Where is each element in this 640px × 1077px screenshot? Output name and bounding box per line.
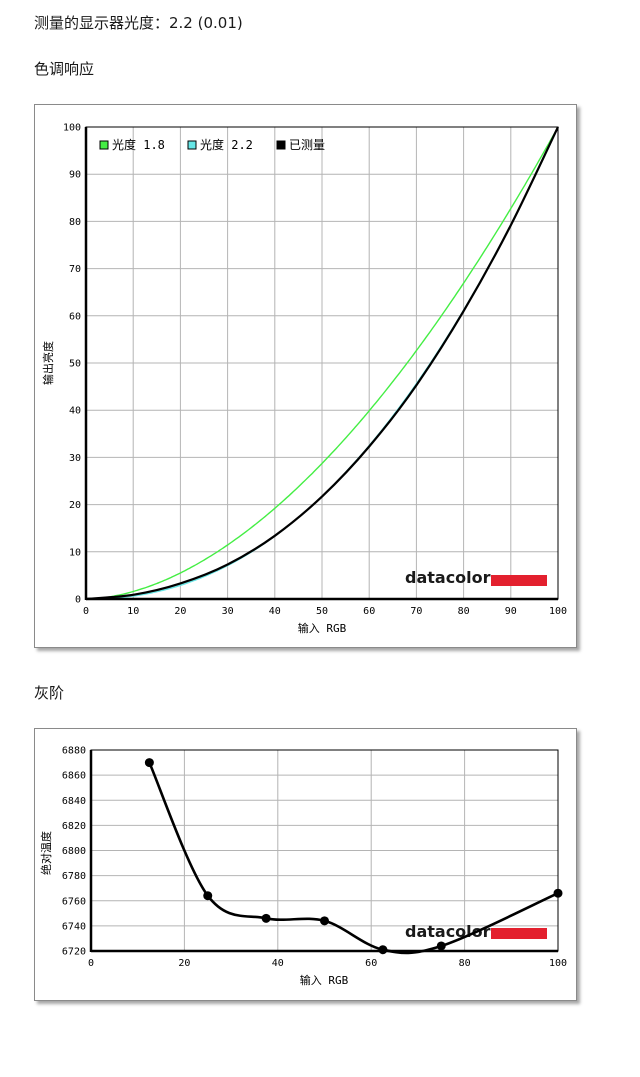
x-axis-label: 输入 RGB xyxy=(300,973,349,987)
y-tick-label: 6880 xyxy=(62,746,86,757)
data-point xyxy=(261,913,271,923)
x-tick-label: 80 xyxy=(459,958,471,969)
x-tick-label: 20 xyxy=(178,958,190,969)
legend-label-3: 已测量 xyxy=(289,138,325,152)
y-tick-label: 30 xyxy=(69,453,81,464)
legend-swatch-1 xyxy=(99,140,109,150)
x-tick-label: 30 xyxy=(222,606,234,617)
y-tick-label: 6740 xyxy=(62,921,86,932)
y-tick-label: 90 xyxy=(69,170,81,181)
axes xyxy=(84,126,559,601)
y-tick-label: 50 xyxy=(69,359,81,370)
series-lines xyxy=(144,758,563,955)
tone-response-chart-panel: 0 10 20 30 40 50 60 70 80 90 100 0 10 20 30 40 50 60 70 80 9… xyxy=(34,104,577,648)
x-tick-label: 60 xyxy=(363,606,375,617)
gamma-result-heading: 测量的显示器光度：2.2 (0.01) xyxy=(34,14,243,32)
series-lines xyxy=(85,126,559,601)
y-tick-label: 80 xyxy=(69,217,81,228)
y-axis-label: 绝对温度 xyxy=(39,831,53,875)
x-tick-label: 40 xyxy=(269,606,281,617)
y-tick-label: 6780 xyxy=(62,871,86,882)
tone-response-chart: 0 10 20 30 40 50 60 70 80 90 100 0 10 20 30 40 50 60 70 80 9… xyxy=(41,123,567,636)
x-tick-label: 60 xyxy=(365,958,377,969)
x-tick-label: 100 xyxy=(549,606,567,617)
y-tick-label: 6860 xyxy=(62,771,86,782)
legend-swatch-3 xyxy=(276,140,286,150)
y-tick-label: 6800 xyxy=(62,846,86,857)
y-tick-label: 100 xyxy=(63,123,81,134)
data-point xyxy=(378,945,388,955)
y-tick-label: 6820 xyxy=(62,821,86,832)
y-tick-label: 6840 xyxy=(62,796,86,807)
x-tick-label: 90 xyxy=(505,606,517,617)
series-line-1 xyxy=(85,126,559,600)
series-line-3 xyxy=(85,126,559,601)
y-tick-label: 6760 xyxy=(62,896,86,907)
data-point xyxy=(436,941,446,951)
x-tick-label: 50 xyxy=(316,606,328,617)
x-tick-label: 10 xyxy=(127,606,139,617)
datacolor-logo-text: datacolor xyxy=(405,568,491,587)
datacolor-logo-bar xyxy=(491,575,547,586)
x-tick-label: 20 xyxy=(174,606,186,617)
y-tick-label: 70 xyxy=(69,264,81,275)
legend-label-1: 光度 1.8 xyxy=(112,137,165,152)
tick-labels: 0 20 40 60 80 100 6720 6740 6760 6780 6800 6820 6840… xyxy=(62,746,567,970)
legend-label-2: 光度 2.2 xyxy=(200,137,253,152)
legend: 光度 1.8 光度 2.2 已测量 xyxy=(99,137,325,152)
x-tick-label: 70 xyxy=(410,606,422,617)
data-point xyxy=(320,916,329,926)
datacolor-logo-text: datacolor xyxy=(405,922,491,941)
datacolor-logo: datacolor xyxy=(405,568,547,587)
y-tick-label: 10 xyxy=(69,547,81,558)
x-tick-label: 80 xyxy=(458,606,470,617)
data-point xyxy=(553,888,563,898)
y-tick-label: 6720 xyxy=(62,947,86,958)
axes xyxy=(89,749,559,953)
grayscale-heading: 灰阶 xyxy=(34,684,65,702)
data-point xyxy=(144,758,154,768)
grayscale-chart-panel: 0 20 40 60 80 100 6720 6740 6760 6780 6800 6820 6840… xyxy=(34,728,577,1001)
tone-response-heading: 色调响应 xyxy=(34,60,95,78)
x-tick-label: 100 xyxy=(549,958,567,969)
series-line-1 xyxy=(148,762,559,955)
datacolor-logo-bar xyxy=(491,928,547,939)
tick-labels: 0 10 20 30 40 50 60 70 80 90 100 0 10 20 30 40 50 60 70 80 9… xyxy=(63,123,567,618)
x-axis-label: 输入 RGB xyxy=(298,621,347,635)
x-tick-label: 0 xyxy=(83,606,89,617)
datacolor-logo: datacolor xyxy=(405,922,547,941)
y-tick-label: 20 xyxy=(69,500,81,511)
legend-swatch-2 xyxy=(187,140,197,150)
data-point xyxy=(203,891,213,901)
y-tick-label: 40 xyxy=(69,406,81,417)
x-tick-label: 0 xyxy=(88,958,94,969)
grid xyxy=(85,126,559,600)
y-tick-label: 0 xyxy=(75,595,81,606)
grayscale-chart: 0 20 40 60 80 100 6720 6740 6760 6780 6800 6820 6840… xyxy=(39,746,567,988)
y-tick-label: 60 xyxy=(69,311,81,322)
y-axis-label: 输出亮度 xyxy=(41,341,55,385)
x-tick-label: 40 xyxy=(272,958,284,969)
